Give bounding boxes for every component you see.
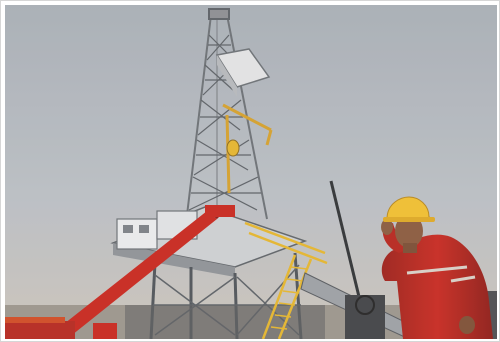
derrick-tower (186, 8, 268, 220)
monkey-board (215, 48, 271, 97)
drilling-rig-photo (5, 5, 497, 339)
atmospheric-haze (5, 5, 497, 339)
yellow-staircase (244, 221, 328, 339)
photo-scene (5, 5, 497, 339)
traveling-block (226, 139, 240, 157)
left-red-machinery (5, 317, 117, 339)
worker (381, 196, 493, 339)
tower-yellow-frame (222, 103, 273, 194)
hard-hat-icon (383, 196, 434, 222)
red-ramp (55, 205, 235, 339)
worker-face (395, 214, 423, 248)
